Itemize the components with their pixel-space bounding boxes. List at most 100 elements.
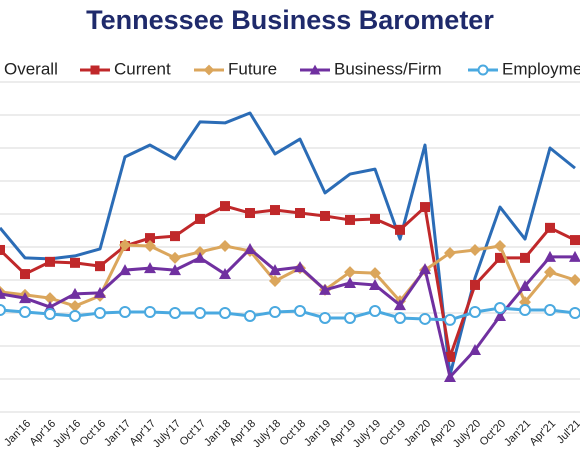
series: [0, 302, 580, 326]
marker: [69, 309, 81, 322]
marker: [495, 252, 505, 263]
marker: [94, 286, 106, 298]
marker: [519, 279, 531, 291]
legend-label: Overall: [4, 59, 58, 78]
legend-label: Business/Firm: [334, 59, 442, 78]
marker: [0, 244, 5, 255]
marker: [544, 250, 556, 262]
marker: [444, 313, 456, 326]
series: [0, 239, 580, 313]
marker: [45, 256, 55, 267]
marker: [545, 222, 555, 233]
marker: [169, 251, 181, 264]
marker: [144, 306, 156, 319]
marker: [445, 351, 455, 362]
marker: [269, 264, 281, 276]
series: [0, 111, 576, 377]
marker: [319, 311, 331, 324]
marker: [569, 274, 580, 286]
x-tick-label: Apr'21: [527, 418, 558, 449]
marker: [394, 299, 406, 311]
x-tick-label: Oct'16: [77, 418, 108, 449]
marker: [170, 231, 180, 242]
x-tick-label: Jan'21: [502, 418, 533, 449]
marker: [469, 343, 481, 355]
marker: [194, 251, 206, 263]
marker: [219, 268, 231, 280]
marker: [419, 312, 431, 325]
x-tick-label: July'19: [351, 418, 383, 450]
marker: [220, 201, 230, 212]
marker: [70, 257, 80, 268]
marker: [395, 224, 405, 235]
marker: [0, 287, 6, 299]
marker: [144, 262, 156, 274]
marker: [519, 304, 531, 317]
marker: [244, 242, 256, 254]
marker: [203, 64, 215, 76]
marker: [544, 304, 556, 317]
marker: [119, 264, 131, 276]
marker: [219, 307, 231, 319]
marker: [309, 64, 321, 75]
legend-item: Overall: [4, 59, 58, 78]
legend-item: Current: [80, 59, 171, 78]
marker: [470, 279, 480, 290]
x-tick-label: Jan'16: [2, 418, 33, 449]
marker: [19, 306, 31, 319]
x-tick-label: Oct'17: [177, 418, 208, 449]
marker: [569, 250, 580, 262]
marker: [95, 261, 105, 272]
marker: [494, 309, 506, 321]
marker: [494, 240, 506, 253]
chart-title: Tennessee Business Barometer: [86, 5, 494, 35]
marker: [69, 287, 81, 299]
marker: [69, 300, 81, 313]
x-tick-label: July'17: [151, 418, 183, 450]
series-line: [0, 204, 576, 359]
marker: [119, 239, 131, 252]
marker: [319, 283, 331, 295]
x-tick-label: July'20: [451, 418, 483, 450]
marker: [477, 64, 489, 76]
x-tick-label: Oct'19: [377, 418, 408, 449]
marker: [420, 202, 430, 213]
marker: [219, 240, 231, 253]
marker: [369, 267, 381, 280]
marker: [195, 213, 205, 224]
legend-label: Future: [228, 59, 277, 78]
marker: [569, 307, 580, 319]
marker: [145, 233, 155, 244]
x-tick-label: Oct'18: [277, 418, 308, 449]
marker: [444, 371, 456, 383]
marker: [544, 266, 556, 279]
marker: [394, 311, 406, 324]
marker: [369, 305, 381, 318]
x-tick-label: July'16: [51, 418, 83, 450]
x-tick-label: July'18: [251, 418, 283, 450]
marker: [269, 306, 281, 319]
marker: [270, 205, 280, 216]
legend-item: Future: [194, 59, 277, 78]
marker: [294, 261, 306, 273]
x-tick-label: Jul'21: [555, 418, 580, 447]
x-tick-label: Jan'17: [102, 418, 133, 449]
marker: [90, 65, 100, 75]
marker: [520, 252, 530, 263]
marker: [0, 304, 6, 317]
marker: [369, 278, 381, 290]
marker: [19, 292, 31, 304]
marker: [469, 243, 481, 256]
marker: [370, 213, 380, 224]
marker: [469, 306, 481, 319]
marker: [419, 263, 431, 275]
marker: [20, 269, 30, 280]
legend-item: Employment: [468, 59, 580, 78]
legend-item: Business/Firm: [300, 59, 442, 78]
marker: [295, 208, 305, 219]
series-line: [0, 247, 575, 379]
marker: [144, 240, 156, 253]
legend-label: Employment: [502, 59, 580, 78]
marker: [44, 292, 56, 305]
